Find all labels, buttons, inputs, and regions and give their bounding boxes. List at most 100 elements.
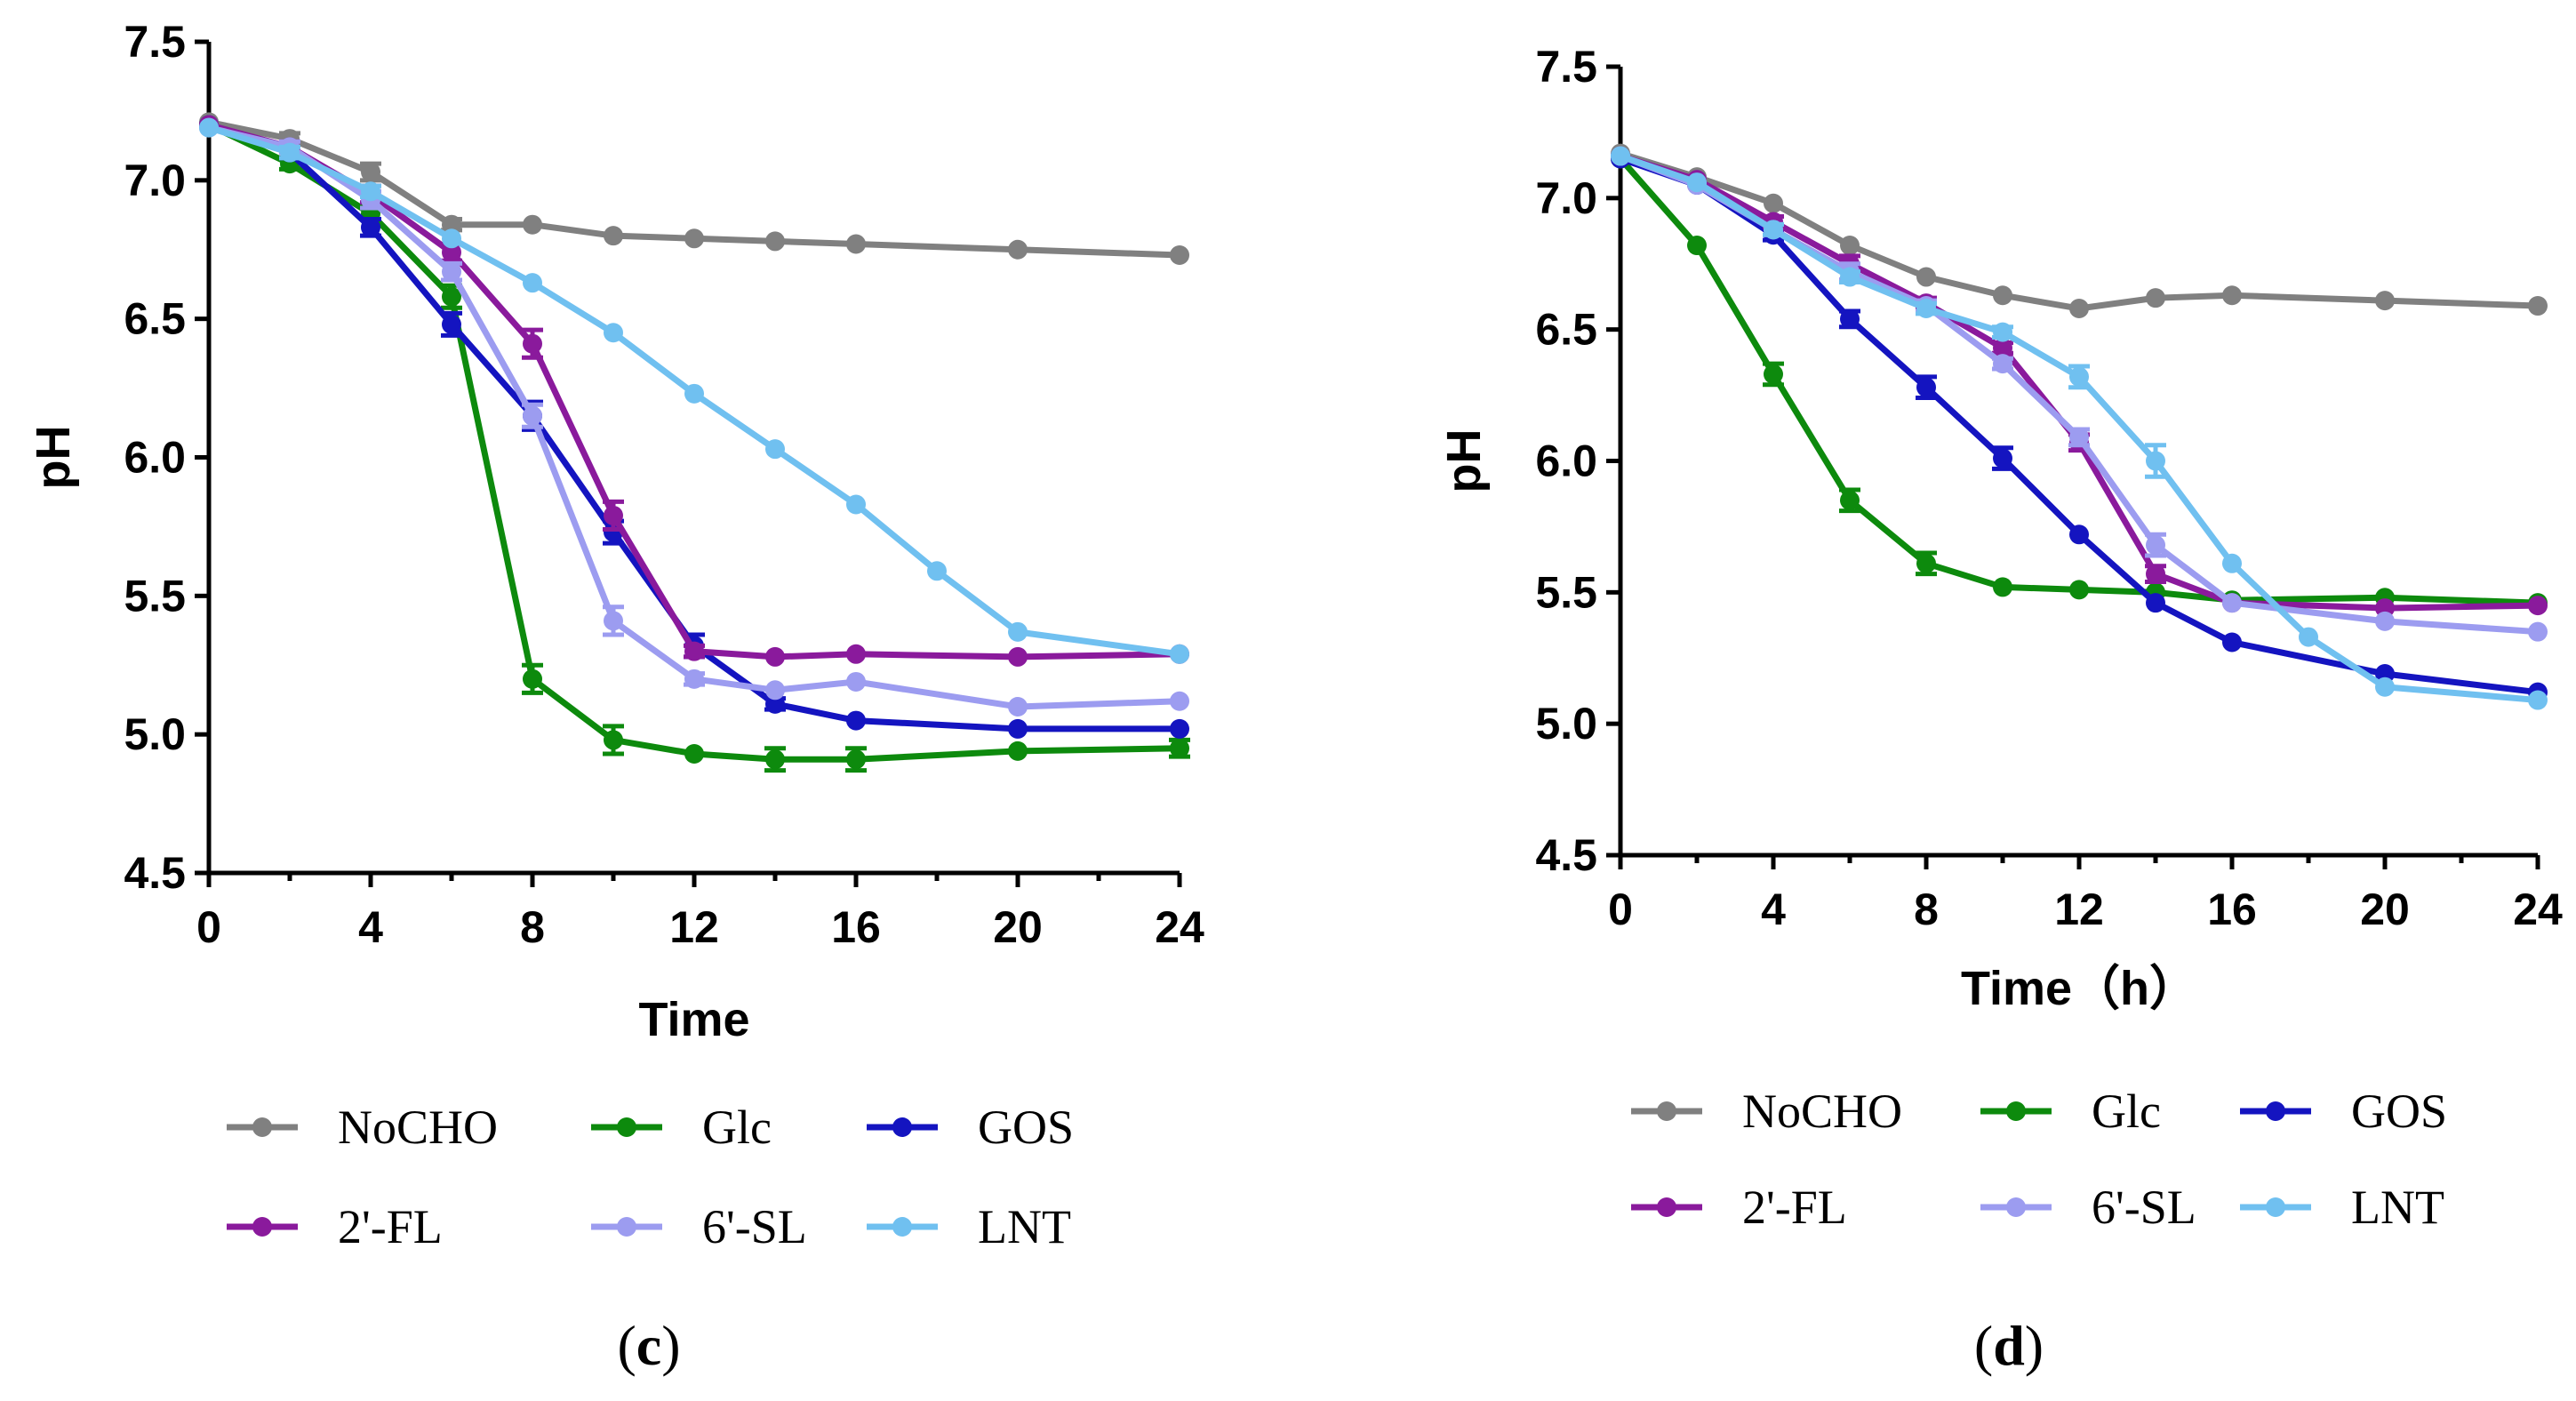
panel-d-series-nocho-point: [1993, 285, 2012, 306]
panel-c-series-2fl-point: [846, 644, 866, 664]
panel-c-x-tick-label: 12: [669, 902, 719, 952]
panel-c-series-lnt-point: [199, 117, 219, 138]
panel-c-series-gos-point: [442, 314, 461, 334]
panel-c-series-lnt-point: [765, 439, 785, 460]
panel-c-chart: 4.5 5.0 5.5 6.0 6.5 7.0 7.5 0 4 8 12 16 20 24 Time pH No…: [27, 17, 1204, 1253]
panel-c-series-nocho: [199, 112, 1189, 265]
panel-d-series-2fl-point: [1993, 338, 2012, 358]
panel-c-legend-gos-swatch-marker: [892, 1117, 912, 1137]
panel-d-series-nocho-point: [2222, 285, 2242, 306]
panel-c-legend-nocho: NoCHO: [227, 1101, 498, 1154]
panel-d-legend-gos-swatch-marker: [2266, 1101, 2285, 1121]
panel-d-series-lnt-point: [1611, 146, 1630, 166]
panel-c-series-glc-point: [1008, 741, 1028, 761]
panel-d-legend-2fl-label: 2'-FL: [1742, 1181, 1847, 1234]
panel-d-series-gos-point: [1916, 377, 1936, 397]
panel-d-series-glc-point: [2069, 580, 2089, 600]
panel-c-series-glc-point: [442, 286, 461, 307]
panel-d-legend-nocho-swatch-marker: [1657, 1101, 1676, 1121]
panel-c-legend-glc-swatch-marker: [617, 1117, 636, 1137]
panel-d-series-nocho-point: [2146, 288, 2165, 308]
panel-c-x-tick-label: 24: [1155, 902, 1204, 952]
panel-d-legend-glc-swatch-marker: [2006, 1101, 2026, 1121]
panel-c-series-gos-point: [361, 217, 380, 237]
panel-d-y-tick-label: 5.0: [1535, 699, 1597, 749]
panel-c-series-gos-point: [1008, 718, 1028, 739]
panel-c-series-glc-point: [765, 749, 785, 770]
panel-c-series-lnt-point: [604, 323, 623, 343]
panel-c-y-tick-label: 5.0: [124, 709, 186, 759]
panel-d-series-lnt-point: [2069, 366, 2089, 387]
panel-d-series-nocho-point: [1840, 236, 1860, 256]
panel-c-series-lnt-point: [846, 494, 866, 515]
panel-c-legend-gos: GOS: [867, 1101, 1074, 1154]
panel-c-legend-lnt-label: LNT: [978, 1200, 1071, 1253]
panel-d-y-axis-title: pH: [1437, 429, 1491, 493]
panel-d-series-glc-point: [1764, 364, 1783, 384]
panel-c-y-tick-label: 7.0: [124, 156, 186, 205]
panel-d-label: (d): [1974, 1314, 2044, 1377]
panel-c-series-lnt-line: [207, 124, 1180, 658]
panel-c-series-lnt: [199, 117, 1189, 664]
panel-d-x-tick-label: 0: [1608, 885, 1633, 934]
panel-d-legend-glc: Glc: [1980, 1085, 2161, 1138]
panel-d-y-tick-label: 7.5: [1535, 42, 1597, 92]
panel-d-series-lnt-point: [2375, 676, 2395, 697]
panel-c-series-2fl-point: [442, 242, 461, 262]
panel-d-legend-gos: GOS: [2240, 1085, 2447, 1138]
panel-c-series-glc-point: [523, 668, 542, 689]
panel-c-series-lnt-point: [927, 561, 947, 581]
panel-d-x-tick-label: 16: [2207, 885, 2257, 934]
panel-d-series-lnt-point: [2528, 690, 2548, 710]
panel-d-legend-lnt-label: LNT: [2351, 1181, 2444, 1234]
panel-c-legend-lnt-swatch-marker: [892, 1217, 912, 1237]
panel-c-y-tick-label: 6.0: [124, 433, 186, 483]
panel-d-legend-2fl-swatch-marker: [1657, 1197, 1676, 1217]
panel-c-series-2fl-point: [684, 641, 704, 661]
panel-d-series-6sl-point: [2375, 611, 2395, 631]
panel-c-legend-nocho-swatch-marker: [252, 1117, 272, 1137]
panel-d-y-tick-label: 6.5: [1535, 305, 1597, 355]
panel-c-series-nocho-point: [765, 231, 785, 252]
panel-c-legend-lnt: LNT: [867, 1200, 1071, 1253]
panel-d-series-nocho-line: [1619, 150, 2539, 312]
panel-c-series-nocho-point: [604, 226, 623, 246]
panel-d-chart: 4.5 5.0 5.5 6.0 6.5 7.0 7.5 0 4 8 12 16 20 24 Time（h） p…: [1437, 42, 2563, 1234]
panel-c-series-6sl-point: [684, 668, 704, 689]
panel-c-x-tick-label: 16: [831, 902, 881, 952]
panel-c-legend-nocho-label: NoCHO: [338, 1101, 498, 1154]
panel-d-series-gos-point: [1840, 308, 1860, 329]
panel-d-series-6sl-point: [2069, 427, 2089, 447]
panel-c-series-glc-point: [604, 730, 623, 750]
panel-d-series-nocho-point: [1916, 267, 1936, 287]
panel-c-letter: c: [636, 1314, 661, 1377]
panel-d-series-lnt-point: [2146, 451, 2165, 471]
panel-c-legend-glc: Glc: [591, 1101, 772, 1154]
panel-d-legend-lnt-swatch-marker: [2266, 1197, 2285, 1217]
panel-c-series-2fl-point: [1008, 646, 1028, 667]
panel-c-legend-6sl-label: 6'-SL: [702, 1200, 807, 1253]
panel-c-y-tick-label: 7.5: [124, 17, 186, 67]
panel-c-series-6sl-point: [604, 611, 623, 631]
panel-c-series-nocho-point: [523, 214, 542, 235]
panel-c-series-nocho-point: [1170, 244, 1189, 265]
panel-c-series-6sl-point: [846, 671, 866, 692]
panel-c-x-tick-label: 4: [358, 902, 383, 952]
panel-d-series-glc-point: [1687, 236, 1707, 256]
panel-c-series-lnt-point: [523, 273, 542, 293]
panel-c-series-gos-point: [765, 693, 785, 714]
panel-d-x-tick-label: 24: [2513, 885, 2563, 934]
panel-d-y-tick-label: 5.5: [1535, 567, 1597, 617]
panel-c-series-nocho-point: [442, 214, 461, 235]
panel-c-legend-6sl-swatch-marker: [617, 1217, 636, 1237]
panel-c-series-lnt-point: [442, 228, 461, 249]
panel-c-series-nocho-point: [1008, 239, 1028, 260]
panel-c-series-gos-point: [1170, 718, 1189, 739]
panel-c-series-6sl-point: [442, 261, 461, 282]
panel-c-series-2fl-point: [604, 505, 623, 525]
panel-c-y-tick-label: 6.5: [124, 294, 186, 344]
panel-d-legend-nocho-label: NoCHO: [1742, 1085, 1902, 1138]
panel-c-series-6sl-point: [1170, 691, 1189, 711]
panel-d-legend-6sl: 6'-SL: [1980, 1181, 2196, 1234]
